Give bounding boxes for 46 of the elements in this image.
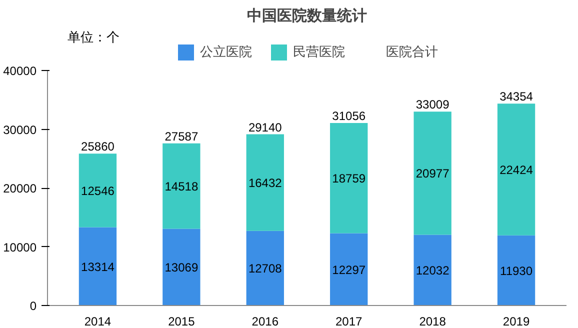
x-tick-label: 2014 <box>84 314 112 328</box>
y-tick-label: 20000 <box>3 182 37 196</box>
x-tick-label: 2019 <box>502 314 530 328</box>
data-label: 18759 <box>332 172 366 186</box>
y-tick-label: 30000 <box>3 122 37 137</box>
data-label: 13314 <box>81 260 115 274</box>
data-label: 16432 <box>248 176 282 190</box>
y-axis-title: 单位：个 <box>68 29 120 44</box>
data-label: 12032 <box>416 264 450 278</box>
total-label: 27587 <box>164 129 198 144</box>
legend-label: 公立医院 <box>200 43 252 61</box>
chart-title: 中国医院数量统计 <box>247 8 367 24</box>
y-tick-label: 0 <box>30 299 37 313</box>
data-label: 12708 <box>248 262 282 276</box>
data-label: 20977 <box>416 166 450 181</box>
data-label: 12297 <box>332 262 366 277</box>
bar <box>162 228 200 306</box>
bar <box>330 123 368 234</box>
bar <box>246 134 284 231</box>
data-label: 11930 <box>500 264 533 278</box>
bar <box>162 143 200 229</box>
text: 医院合计 <box>386 43 438 61</box>
total-label: 34354 <box>500 90 534 104</box>
data-label: 14518 <box>164 180 198 194</box>
total-label: 25860 <box>81 140 115 154</box>
bar <box>78 154 117 228</box>
data-label: 22424 <box>500 163 534 178</box>
x-tick-label: 2018 <box>419 314 446 328</box>
total-label: 31056 <box>332 109 366 124</box>
bar <box>330 233 368 306</box>
bar <box>497 104 536 236</box>
data-label: 12546 <box>81 184 115 198</box>
total-label: 29140 <box>248 120 282 134</box>
y-tick-label: 40000 <box>3 64 37 78</box>
x-tick-label: 2016 <box>252 314 279 328</box>
bar <box>246 230 284 306</box>
legend-label: 民营医院 <box>293 43 345 61</box>
bar <box>414 112 452 235</box>
y-tick-label: 10000 <box>3 240 37 254</box>
total-label: 33009 <box>416 98 450 112</box>
bar <box>497 235 536 306</box>
x-tick-label: 2017 <box>336 314 363 328</box>
bar <box>414 234 452 306</box>
data-label: 13069 <box>164 260 198 275</box>
x-tick-label: 2015 <box>168 314 196 328</box>
bar <box>78 227 117 306</box>
